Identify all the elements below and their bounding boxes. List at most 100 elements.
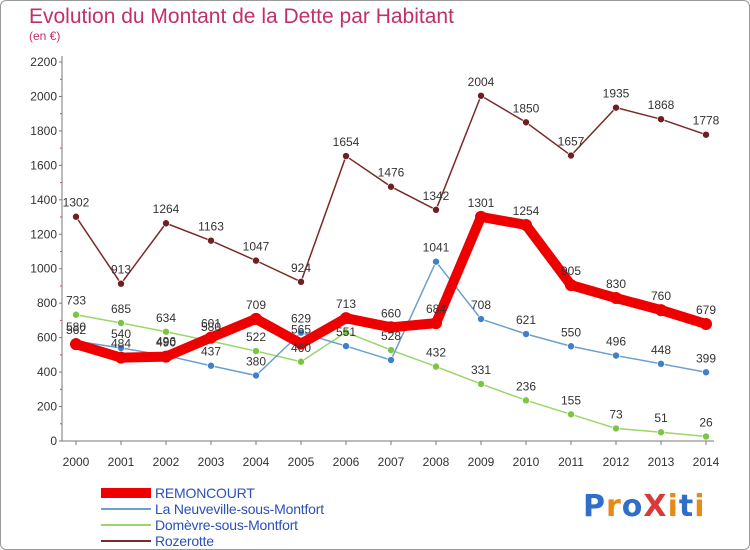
data-label: 679 <box>696 303 716 317</box>
data-label: 522 <box>246 330 266 344</box>
data-label: 1342 <box>423 189 450 203</box>
y-tick-label: 1400 <box>30 193 57 207</box>
data-label: 490 <box>156 336 176 350</box>
y-tick-label: 1600 <box>30 158 57 172</box>
data-label: 1868 <box>648 98 675 112</box>
legend-swatch <box>101 524 151 526</box>
data-label: 1778 <box>693 114 720 128</box>
x-tick-label: 2012 <box>603 455 630 469</box>
data-label: 1476 <box>378 166 405 180</box>
data-point <box>610 292 622 305</box>
data-label: 437 <box>201 345 221 359</box>
data-point <box>252 371 260 380</box>
legend-label: REMONCOURT <box>155 485 255 501</box>
data-label: 1254 <box>513 204 540 218</box>
data-label: 2004 <box>468 75 495 89</box>
data-label: 1301 <box>468 196 495 210</box>
data-point <box>72 212 80 221</box>
data-point <box>72 310 80 319</box>
data-label: 540 <box>111 327 131 341</box>
legend-item: REMONCOURT <box>101 485 324 501</box>
data-label: 684 <box>426 302 446 316</box>
data-label: 399 <box>696 351 716 365</box>
legend-swatch <box>101 508 151 510</box>
data-point <box>432 257 440 266</box>
data-point <box>477 380 485 388</box>
data-point <box>702 130 710 139</box>
data-point <box>342 152 350 160</box>
y-tick-label: 1800 <box>30 124 57 138</box>
data-label: 924 <box>291 261 311 275</box>
data-point <box>657 360 665 368</box>
data-label: 601 <box>201 316 221 330</box>
data-label: 634 <box>156 311 176 325</box>
data-label: 551 <box>336 325 356 339</box>
legend-label: La Neuveville-sous-Montfort <box>155 501 324 517</box>
x-tick-label: 2005 <box>288 455 315 469</box>
data-label: 51 <box>654 411 668 425</box>
y-tick-label: 400 <box>37 365 57 379</box>
legend-item: La Neuveville-sous-Montfort <box>101 501 324 517</box>
data-point <box>385 321 397 334</box>
logo-letter: t <box>678 489 695 524</box>
data-label: 331 <box>471 363 491 377</box>
data-label: 155 <box>561 393 581 407</box>
data-point <box>700 318 712 331</box>
data-label: 496 <box>606 335 626 349</box>
data-point <box>702 432 710 441</box>
data-label: 448 <box>651 343 671 357</box>
data-label: 1264 <box>153 202 180 216</box>
data-point <box>117 279 125 288</box>
x-tick-label: 2011 <box>558 455 584 469</box>
logo-letter: X <box>643 489 668 524</box>
data-point <box>387 182 395 191</box>
data-point <box>207 236 215 245</box>
proxiti-logo: ProXiti <box>583 489 706 524</box>
data-point <box>522 330 530 338</box>
legend: REMONCOURT La Neuveville-sous-Montfort Dom… <box>101 485 324 549</box>
data-point <box>117 319 125 327</box>
x-tick-label: 2002 <box>153 455 180 469</box>
logo-letter: r <box>606 489 622 524</box>
logo-letter: i <box>667 489 679 524</box>
chart-subtitle: (en €) <box>29 29 61 43</box>
data-point <box>160 350 172 363</box>
data-point <box>477 315 485 323</box>
data-point <box>612 424 620 433</box>
data-label: 709 <box>246 298 266 312</box>
data-label: 1041 <box>423 241 450 255</box>
chart-title: Evolution du Montant de la Dette par Hab… <box>29 5 454 28</box>
data-label: 621 <box>516 313 536 327</box>
y-tick-label: 2200 <box>30 55 57 69</box>
data-label: 528 <box>381 329 401 343</box>
x-tick-label: 2000 <box>63 455 90 469</box>
data-label: 913 <box>111 263 131 277</box>
data-label: 580 <box>201 320 221 334</box>
data-label: 565 <box>291 323 311 337</box>
data-point <box>657 115 665 123</box>
data-label: 660 <box>381 306 401 320</box>
data-point <box>657 428 665 437</box>
data-point <box>117 344 125 352</box>
legend-label: Rozerotte <box>155 533 214 549</box>
data-label: 562 <box>66 323 86 337</box>
data-label: 1302 <box>63 196 90 210</box>
data-label: 236 <box>516 379 536 393</box>
data-label: 550 <box>561 325 581 339</box>
data-point <box>295 337 307 350</box>
x-tick-label: 2014 <box>693 455 720 469</box>
y-tick-label: 0 <box>50 434 57 448</box>
x-tick-label: 2009 <box>468 455 495 469</box>
data-label: 460 <box>291 341 311 355</box>
x-tick-label: 2006 <box>333 455 360 469</box>
x-tick-label: 2008 <box>423 455 450 469</box>
data-point <box>567 151 575 160</box>
data-point <box>205 331 217 344</box>
data-point <box>612 351 620 360</box>
data-point <box>207 361 215 370</box>
data-point <box>520 218 532 231</box>
data-point <box>297 328 305 337</box>
data-label: 26 <box>699 416 713 430</box>
data-point <box>702 368 710 377</box>
